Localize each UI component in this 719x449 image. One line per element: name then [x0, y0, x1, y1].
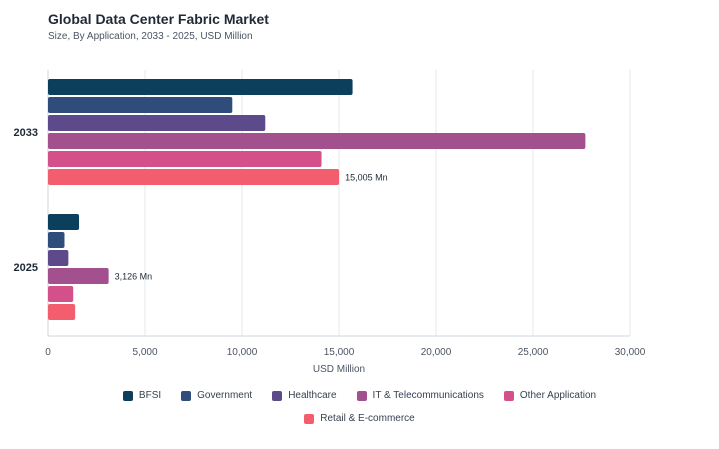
bar: [48, 133, 586, 149]
bar: [48, 214, 80, 230]
legend-swatch-government: [181, 390, 192, 401]
legend-row-2: Retail & E-commerce: [0, 413, 719, 424]
bar: [48, 250, 69, 266]
x-tick-label: 15,000: [324, 347, 355, 358]
legend-swatch-retail: [304, 413, 315, 424]
x-tick-label: 10,000: [227, 347, 258, 358]
bar: [48, 286, 74, 302]
data-label: 3,126 Mn: [115, 272, 153, 282]
legend-label-it-telecom: IT & Telecommunications: [372, 390, 484, 401]
bar: [48, 79, 353, 95]
legend-item-bfsi[interactable]: BFSI: [122, 390, 162, 401]
legend-swatch-healthcare: [272, 390, 283, 401]
legend-item-it-telecom[interactable]: IT & Telecommunications: [356, 390, 484, 401]
bar: [48, 268, 109, 284]
legend-label-healthcare: Healthcare: [288, 390, 337, 401]
x-tick-label: 0: [45, 347, 51, 358]
x-tick-label: 5,000: [132, 347, 157, 358]
x-tick-label: 20,000: [421, 347, 452, 358]
bar-chart: 0 5,000 10,000 15,000 20,000 25,000 30,000 USD …: [14, 70, 646, 375]
legend-label-other-application: Other Application: [519, 390, 597, 401]
legend: BFSI Government Healthcare IT & Telecomm…: [0, 390, 719, 436]
legend-label-government: Government: [197, 390, 253, 401]
legend-item-other-application[interactable]: Other Application: [503, 390, 597, 401]
x-tick-label: 30,000: [615, 347, 646, 358]
chart-subtitle: Size, By Application, 2033 - 2025, USD M…: [48, 31, 253, 42]
x-axis-label: USD Million: [313, 364, 365, 375]
legend-item-healthcare[interactable]: Healthcare: [272, 390, 337, 401]
legend-swatch-it-telecom: [356, 390, 367, 401]
category-label: 2033: [14, 127, 38, 139]
legend-item-retail[interactable]: Retail & E-commerce: [304, 413, 415, 424]
chart-title: Global Data Center Fabric Market: [48, 11, 269, 27]
bar: [48, 97, 233, 113]
legend-row-1: BFSI Government Healthcare IT & Telecomm…: [0, 390, 719, 401]
legend-swatch-bfsi: [122, 390, 133, 401]
category-label: 2025: [14, 262, 38, 274]
bar: [48, 304, 76, 320]
x-tick-label: 25,000: [518, 347, 549, 358]
bar: [48, 232, 65, 248]
bar: [48, 115, 266, 131]
bar: [48, 169, 340, 185]
bar: [48, 151, 322, 167]
data-label: 15,005 Mn: [345, 173, 388, 183]
legend-label-bfsi: BFSI: [138, 390, 162, 401]
legend-swatch-other-application: [503, 390, 514, 401]
legend-label-retail: Retail & E-commerce: [320, 413, 415, 424]
legend-item-government[interactable]: Government: [181, 390, 252, 401]
